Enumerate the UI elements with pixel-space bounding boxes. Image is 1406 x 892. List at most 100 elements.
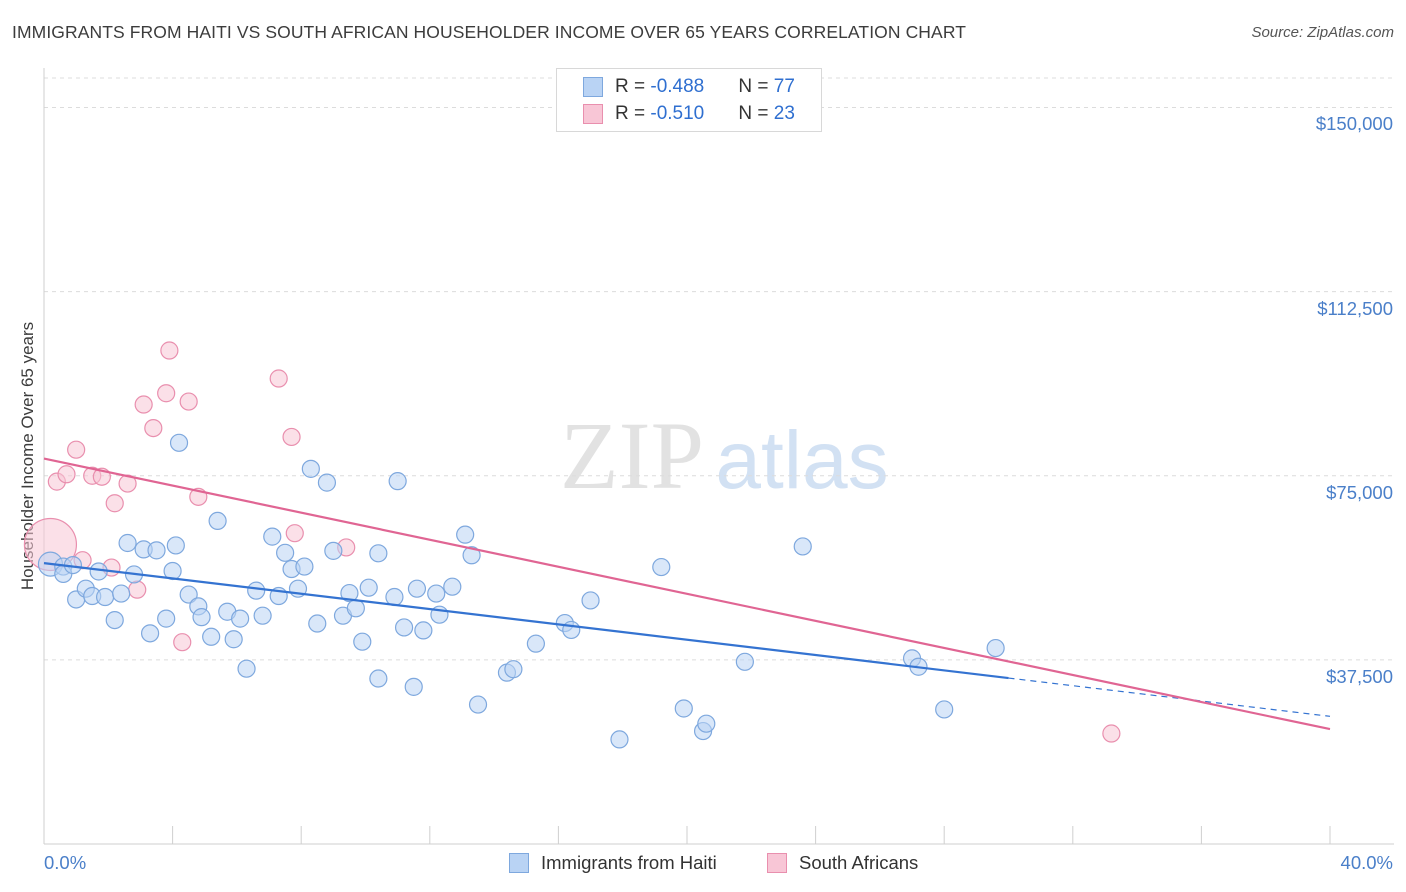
haiti-point [340,583,359,603]
legend-n-value: 23 [773,103,795,124]
legend-n-value: 77 [773,76,795,97]
haiti-point [986,638,1005,658]
sa-point [144,419,163,438]
sa-swatch [767,853,787,873]
y-tick-label: $37,500 [1326,665,1393,687]
sa-point [285,524,304,543]
legend-row-south-africans: R = -0.510 N = 23 [583,103,795,125]
haiti-point [735,652,754,671]
haiti-point [346,599,365,618]
south-africans-points [23,341,1121,743]
haiti-swatch [509,853,529,873]
sa-point [157,384,176,403]
haiti-point [95,587,115,607]
haiti-point [610,730,629,749]
haiti-point [140,624,160,643]
legend-n-label: N = [738,76,774,97]
series-legend-sa-label: South Africans [799,852,919,873]
haiti-point [935,700,954,719]
haiti-point [427,584,446,603]
haiti-point [562,620,581,640]
haiti-point [353,632,372,651]
haiti-point [359,578,378,597]
haiti-point [388,472,407,491]
haiti-point [192,608,211,627]
sa-trend-line [43,457,1331,731]
haiti-point [166,536,185,555]
y-tick-label: $112,500 [1317,297,1393,319]
haiti-point [407,579,427,598]
haiti-point [317,473,337,492]
haiti-point [263,527,282,546]
haiti-point [468,695,488,714]
watermark-zip: ZIP [560,402,704,509]
chart-title: IMMIGRANTS FROM HAITI VS SOUTH AFRICAN H… [12,22,967,42]
haiti-point [231,609,250,628]
sa-point [160,341,179,360]
haiti-points [37,433,1005,749]
haiti-point [443,577,462,596]
y-tick-label: $75,000 [1326,481,1393,503]
haiti-point [118,533,137,553]
source-credit: Source: ZipAtlas.com [1251,24,1394,41]
haiti-point [526,634,545,653]
haiti-point [295,557,314,576]
haiti-point [697,714,716,733]
x-tick-label-min: 0.0% [44,852,87,873]
haiti-point [462,546,481,565]
legend-row-haiti: R = -0.488 N = 77 [583,76,795,98]
haiti-point [179,585,198,604]
series-legend-haiti-label: Immigrants from Haiti [541,852,717,873]
haiti-point [652,557,671,577]
haiti-point [276,543,295,562]
haiti-trend-line [43,562,1009,680]
haiti-point [157,609,176,628]
grid-lines [44,77,1394,661]
sa-swatch [583,104,603,124]
sa-point [1102,724,1121,743]
watermark: ZIP atlas [560,402,889,509]
haiti-point [581,591,600,610]
sa-point [128,580,147,599]
haiti-point [674,699,693,718]
haiti-point [404,677,423,696]
haiti-point [793,537,812,556]
axes [43,68,1394,845]
sa-point [105,494,124,513]
legend-r-value: -0.488 [650,76,705,97]
sa-point [179,392,198,411]
haiti-point [308,614,327,633]
sa-point [67,440,86,459]
haiti-point [504,660,523,679]
haiti-trend-extension [1008,677,1331,717]
watermark-atlas: atlas [715,415,888,506]
haiti-point [169,433,189,452]
sa-point [134,395,153,414]
haiti-point [414,621,433,640]
haiti-point [147,541,166,560]
legend-r-label: R = [615,76,651,97]
haiti-point [89,562,108,581]
haiti-point [456,525,475,544]
series-legend: Immigrants from Haiti South Africans [0,852,1406,876]
haiti-point [237,659,256,678]
legend-r-value: -0.510 [650,103,705,124]
haiti-point [253,606,272,625]
haiti-point [105,610,124,630]
haiti-point [369,544,388,563]
series-legend-haiti: Immigrants from Haiti [509,852,717,874]
sa-point [173,633,192,652]
stats-legend: R = -0.488 N = 77 R = -0.510 N = 23 [556,68,822,132]
sa-point [57,465,76,484]
haiti-point [247,581,266,600]
sa-point [269,369,288,388]
haiti-point [385,587,404,607]
haiti-point [394,618,414,637]
haiti-point [324,541,343,560]
legend-r-label: R = [615,103,651,124]
haiti-point [202,627,221,646]
haiti-swatch [583,77,603,97]
series-legend-south-africans: South Africans [767,852,918,874]
trend-lines [43,457,1331,731]
